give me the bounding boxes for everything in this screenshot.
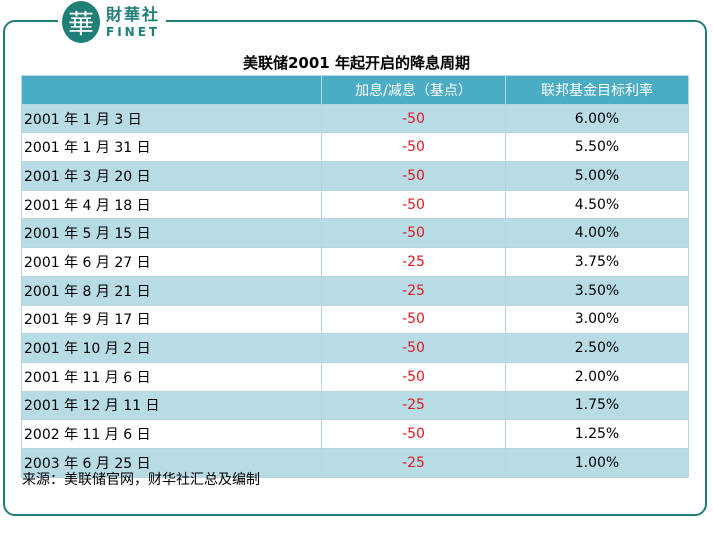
header-change: 加息/减息（基点）	[321, 75, 506, 105]
cell-rate: 3.75%	[505, 247, 689, 277]
table-title: 美联储2001 年起开启的降息周期	[243, 54, 470, 72]
table-row: 2001 年 8 月 21 日 -25 3.50%	[21, 275, 689, 306]
cell-change: -25	[321, 390, 506, 421]
cell-date: 2001 年 3 月 20 日	[21, 161, 322, 191]
cell-date: 2001 年 9 月 17 日	[21, 304, 322, 335]
logo-text: 財華社 FINET	[106, 4, 161, 39]
header-date	[21, 75, 322, 105]
cell-rate: 5.50%	[505, 132, 689, 163]
cell-rate: 1.00%	[505, 447, 689, 478]
cell-date: 2001 年 6 月 27 日	[21, 247, 322, 277]
cell-change: -25	[321, 275, 506, 306]
cell-rate: 1.75%	[505, 390, 689, 421]
cell-rate: 2.00%	[505, 361, 689, 392]
table-row: 2001 年 11 月 6 日 -50 2.00%	[21, 361, 689, 392]
cell-rate: 4.50%	[505, 189, 689, 220]
table-row: 2001 年 6 月 27 日 -25 3.75%	[21, 247, 689, 277]
table-row: 2003 年 6 月 25 日 -25 1.00%	[21, 447, 689, 478]
cell-rate: 2.50%	[505, 333, 689, 363]
cell-date: 2001 年 8 月 21 日	[21, 275, 322, 306]
cell-rate: 3.00%	[505, 304, 689, 335]
cell-change: -50	[321, 361, 506, 392]
cell-date: 2001 年 10 月 2 日	[21, 333, 322, 363]
logo-cn: 財華社	[106, 4, 161, 24]
source-note: 来源：美联储官网，财华社汇总及编制	[22, 472, 260, 488]
table-header-row: 加息/减息（基点） 联邦基金目标利率	[21, 75, 689, 105]
table-row: 2001 年 1 月 3 日 -50 6.00%	[21, 103, 689, 134]
cell-rate: 1.25%	[505, 419, 689, 449]
table-row: 2001 年 10 月 2 日 -50 2.50%	[21, 333, 689, 363]
table-row: 2001 年 3 月 20 日 -50 5.00%	[21, 161, 689, 191]
cell-rate: 6.00%	[505, 103, 689, 134]
cell-change: -50	[321, 419, 506, 449]
cell-date: 2001 年 12 月 11 日	[21, 390, 322, 421]
finet-logo: 華 財華社 FINET	[58, 0, 167, 44]
cell-date: 2001 年 5 月 15 日	[21, 218, 322, 249]
cell-change: -50	[321, 189, 506, 220]
logo-en: FINET	[106, 24, 161, 39]
cell-date: 2002 年 11 月 6 日	[21, 419, 322, 449]
cell-rate: 3.50%	[505, 275, 689, 306]
table-row: 2001 年 12 月 11 日 -25 1.75%	[21, 390, 689, 421]
cell-change: -50	[321, 333, 506, 363]
table-row: 2002 年 11 月 6 日 -50 1.25%	[21, 419, 689, 449]
cell-change: -50	[321, 161, 506, 191]
cell-date: 2001 年 1 月 3 日	[21, 103, 322, 134]
cell-rate: 5.00%	[505, 161, 689, 191]
cell-date: 2001 年 1 月 31 日	[21, 132, 322, 163]
cell-change: -50	[321, 304, 506, 335]
table-row: 2001 年 5 月 15 日 -50 4.00%	[21, 218, 689, 249]
cell-change: -25	[321, 447, 506, 478]
logo-mark-icon: 華	[62, 1, 100, 43]
cell-change: -50	[321, 218, 506, 249]
header-rate: 联邦基金目标利率	[505, 75, 689, 105]
table-row: 2001 年 1 月 31 日 -50 5.50%	[21, 132, 689, 163]
cell-date: 2001 年 11 月 6 日	[21, 361, 322, 392]
cell-rate: 4.00%	[505, 218, 689, 249]
rate-cut-table: 加息/减息（基点） 联邦基金目标利率 2001 年 1 月 3 日 -50 6.00…	[21, 75, 689, 478]
cell-change: -25	[321, 247, 506, 277]
cell-date: 2003 年 6 月 25 日	[21, 447, 322, 478]
cell-change: -50	[321, 132, 506, 163]
table-row: 2001 年 9 月 17 日 -50 3.00%	[21, 304, 689, 335]
cell-change: -50	[321, 103, 506, 134]
table-row: 2001 年 4 月 18 日 -50 4.50%	[21, 189, 689, 220]
cell-date: 2001 年 4 月 18 日	[21, 189, 322, 220]
